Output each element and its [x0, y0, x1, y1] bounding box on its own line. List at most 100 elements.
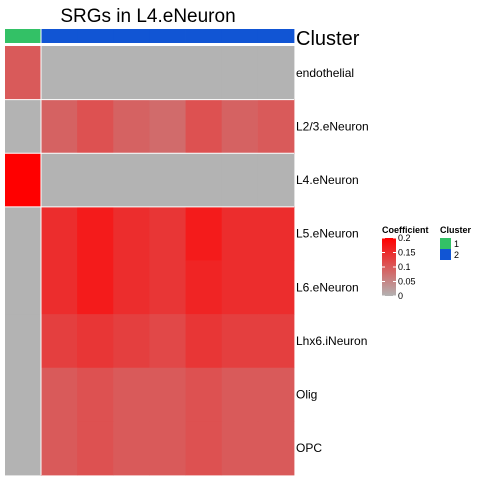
coefficient-legend-title: Coefficient	[382, 225, 429, 235]
heatmap-cell	[5, 367, 42, 422]
legend-tick-label: 0.15	[398, 248, 416, 258]
heatmap-cell	[221, 153, 259, 208]
heatmap-cell	[149, 46, 186, 101]
cluster-annotation-bar	[5, 29, 295, 43]
heatmap-cell	[41, 421, 78, 476]
coefficient-gradient	[382, 238, 396, 296]
heatmap-cell	[77, 367, 114, 422]
coefficient-legend: Coefficient 0.2 0.15 0.1 0.05 0	[382, 225, 429, 301]
row-label: Olig	[296, 388, 317, 402]
heatmap-cell	[149, 153, 186, 208]
heatmap-cell	[41, 314, 78, 369]
heatmap-cell	[5, 153, 42, 208]
heatmap-cell	[113, 99, 150, 154]
heatmap-cell	[185, 367, 223, 422]
heatmap-cell	[257, 421, 295, 476]
row-separator	[5, 206, 294, 208]
heatmap-cell	[149, 260, 186, 315]
row-labels: endothelial L2/3.eNeuron L4.eNeuron L5.eNeu…	[296, 66, 369, 455]
heatmap-cell	[221, 46, 259, 101]
heatmap-cell	[5, 206, 42, 261]
heatmap-cells	[5, 29, 295, 476]
coefficient-ticks: 0.2 0.15 0.1 0.05 0	[382, 233, 416, 301]
row-label: L4.eNeuron	[296, 173, 359, 187]
heatmap-cell	[185, 260, 223, 315]
heatmap-cell	[221, 206, 259, 261]
heatmap-cell	[113, 421, 150, 476]
row-separator	[5, 152, 294, 154]
cluster-legend-swatch	[440, 238, 451, 249]
heatmap-cell	[221, 367, 259, 422]
heatmap-cell	[149, 314, 186, 369]
row-separator	[5, 99, 294, 101]
heatmap-cell	[149, 367, 186, 422]
annotation-separator	[5, 44, 294, 46]
row-label: Lhx6.iNeuron	[296, 334, 367, 348]
heatmap-cell	[185, 46, 223, 101]
heatmap-cell	[41, 206, 78, 261]
annotation-cell	[257, 29, 295, 43]
heatmap-cell	[113, 367, 150, 422]
heatmap-cell	[257, 260, 295, 315]
heatmap-cell	[5, 99, 42, 154]
heatmap-cell	[257, 153, 295, 208]
heatmap-cell	[149, 99, 186, 154]
cluster-legend-items: 12	[440, 238, 459, 260]
heatmap-cell	[221, 260, 259, 315]
chart-title: SRGs in L4.eNeuron	[60, 6, 235, 27]
heatmap-cell	[5, 260, 42, 315]
cluster-legend-title: Cluster	[440, 225, 472, 235]
annotation-cell	[221, 29, 259, 43]
annotation-cell	[77, 29, 114, 43]
heatmap-cell	[113, 314, 150, 369]
heatmap-cell	[257, 206, 295, 261]
heatmap-cell	[41, 153, 78, 208]
heatmap-cell	[113, 46, 150, 101]
cluster-legend-label: 1	[454, 239, 459, 249]
heatmap-cell	[77, 206, 114, 261]
heatmap-cell	[221, 314, 259, 369]
annotation-cell	[5, 29, 42, 43]
heatmap-cell	[41, 99, 78, 154]
row-label: L5.eNeuron	[296, 227, 359, 241]
heatmap-cell	[149, 421, 186, 476]
heatmap-cell	[77, 314, 114, 369]
legend-tick-label: 0.2	[398, 233, 411, 243]
heatmap-cell	[257, 46, 295, 101]
legend-tick-label: 0.05	[398, 277, 416, 287]
heatmap-cell	[113, 260, 150, 315]
annotation-title: Cluster	[296, 28, 360, 50]
heatmap-cell	[185, 206, 223, 261]
cluster-legend: Cluster 12	[440, 225, 472, 260]
cluster-legend-swatch	[440, 249, 451, 260]
heatmap-cell	[77, 260, 114, 315]
heatmap-cell	[113, 206, 150, 261]
heatmap-cell	[5, 314, 42, 369]
row-label: L2/3.eNeuron	[296, 119, 369, 133]
heatmap-cell	[5, 421, 42, 476]
heatmap-cell	[221, 421, 259, 476]
row-label: endothelial	[296, 66, 354, 80]
heatmap-cell	[77, 46, 114, 101]
heatmap-cell	[77, 153, 114, 208]
cluster-separator	[40, 29, 42, 475]
heatmap-cell	[5, 46, 42, 101]
annotation-cell	[41, 29, 78, 43]
cluster-legend-label: 2	[454, 250, 459, 260]
legend-tick-label: 0	[398, 291, 403, 301]
row-label: OPC	[296, 441, 322, 455]
legend-tick-label: 0.1	[398, 262, 411, 272]
heatmap-cell	[257, 367, 295, 422]
heatmap-cell	[185, 314, 223, 369]
heatmap-cell	[185, 99, 223, 154]
annotation-cell	[185, 29, 223, 43]
heatmap-cell	[113, 153, 150, 208]
heatmap-cell	[149, 206, 186, 261]
annotation-cell	[113, 29, 150, 43]
annotation-cell	[149, 29, 186, 43]
heatmap-cell	[185, 421, 223, 476]
heatmap-cell	[77, 99, 114, 154]
heatmap-cell	[185, 153, 223, 208]
heatmap-cell	[77, 421, 114, 476]
